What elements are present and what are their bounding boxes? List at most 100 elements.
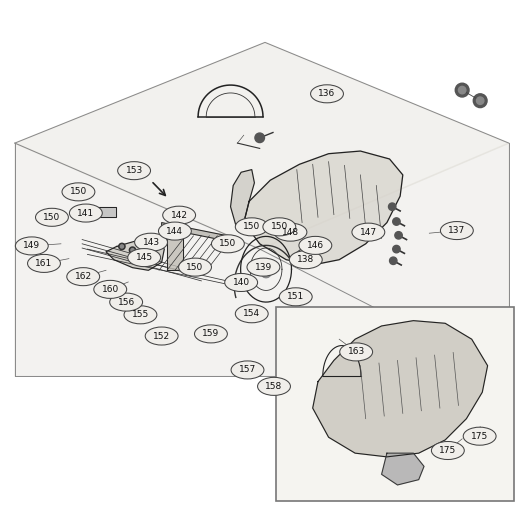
Ellipse shape <box>235 305 268 323</box>
Circle shape <box>144 252 147 255</box>
Text: 175: 175 <box>471 432 488 440</box>
Circle shape <box>255 133 264 143</box>
Polygon shape <box>15 42 509 249</box>
Circle shape <box>147 243 153 249</box>
Text: 150: 150 <box>187 263 204 271</box>
Text: 154: 154 <box>243 310 260 318</box>
Ellipse shape <box>311 85 343 103</box>
Circle shape <box>393 245 400 253</box>
Text: 163: 163 <box>348 348 365 356</box>
Ellipse shape <box>15 237 48 255</box>
Polygon shape <box>260 261 272 278</box>
Ellipse shape <box>69 204 102 222</box>
Circle shape <box>476 97 484 104</box>
Text: 157: 157 <box>239 366 256 374</box>
Text: 155: 155 <box>132 311 149 319</box>
Ellipse shape <box>431 441 464 460</box>
Ellipse shape <box>145 327 178 345</box>
Text: 140: 140 <box>233 278 250 287</box>
Polygon shape <box>93 207 116 217</box>
Text: 147: 147 <box>360 228 377 236</box>
Circle shape <box>142 250 148 257</box>
Ellipse shape <box>67 268 100 286</box>
Text: 150: 150 <box>243 223 260 231</box>
Ellipse shape <box>110 293 143 311</box>
Polygon shape <box>106 236 164 270</box>
Ellipse shape <box>258 377 290 395</box>
Ellipse shape <box>299 236 332 254</box>
Text: 139: 139 <box>255 263 272 271</box>
Circle shape <box>393 218 400 225</box>
Ellipse shape <box>195 325 227 343</box>
Ellipse shape <box>440 222 473 240</box>
Text: 150: 150 <box>43 213 60 222</box>
Circle shape <box>120 245 123 248</box>
Text: 159: 159 <box>202 330 219 338</box>
Ellipse shape <box>28 254 60 272</box>
Bar <box>276 307 514 501</box>
Text: 138: 138 <box>297 255 314 264</box>
Circle shape <box>458 86 466 94</box>
Ellipse shape <box>274 223 307 241</box>
Circle shape <box>395 232 402 239</box>
Ellipse shape <box>235 218 268 236</box>
Text: 136: 136 <box>319 90 335 98</box>
Text: 150: 150 <box>219 240 236 248</box>
Ellipse shape <box>463 427 496 445</box>
Ellipse shape <box>340 343 373 361</box>
Ellipse shape <box>124 306 157 324</box>
Text: 161: 161 <box>36 259 52 268</box>
Circle shape <box>455 83 469 97</box>
Ellipse shape <box>118 162 151 180</box>
Polygon shape <box>244 151 403 265</box>
Circle shape <box>390 257 397 264</box>
Polygon shape <box>294 246 307 260</box>
Text: 150: 150 <box>70 188 87 196</box>
Text: 158: 158 <box>266 382 282 391</box>
Ellipse shape <box>225 273 258 292</box>
Ellipse shape <box>36 208 68 226</box>
Text: 148: 148 <box>282 228 299 236</box>
Ellipse shape <box>163 206 196 224</box>
Ellipse shape <box>279 288 312 306</box>
Text: 141: 141 <box>77 209 94 217</box>
Text: 145: 145 <box>136 253 153 262</box>
Ellipse shape <box>289 251 322 269</box>
Text: 146: 146 <box>307 241 324 250</box>
Text: 156: 156 <box>118 298 135 306</box>
Circle shape <box>388 203 396 210</box>
Circle shape <box>137 242 140 245</box>
Text: 175: 175 <box>439 446 456 455</box>
Text: 152: 152 <box>153 332 170 340</box>
Ellipse shape <box>128 249 161 267</box>
Polygon shape <box>15 143 509 376</box>
Text: 160: 160 <box>102 285 119 294</box>
Ellipse shape <box>352 223 385 241</box>
Text: 153: 153 <box>126 166 143 175</box>
Text: 149: 149 <box>23 242 40 250</box>
Ellipse shape <box>263 218 296 236</box>
Circle shape <box>473 94 487 108</box>
Polygon shape <box>162 223 228 241</box>
Ellipse shape <box>62 183 95 201</box>
Circle shape <box>119 243 125 250</box>
Polygon shape <box>382 453 424 485</box>
Ellipse shape <box>135 233 167 251</box>
Ellipse shape <box>247 258 280 276</box>
Text: 144: 144 <box>166 227 183 235</box>
Ellipse shape <box>231 361 264 379</box>
Polygon shape <box>167 228 183 270</box>
Text: 162: 162 <box>75 272 92 281</box>
Polygon shape <box>231 170 254 225</box>
Text: 143: 143 <box>143 238 160 246</box>
Ellipse shape <box>211 235 244 253</box>
Ellipse shape <box>158 222 191 240</box>
Circle shape <box>136 241 142 247</box>
Circle shape <box>129 247 136 253</box>
Circle shape <box>131 249 134 252</box>
Text: 151: 151 <box>287 293 304 301</box>
Polygon shape <box>313 321 488 457</box>
Text: 142: 142 <box>171 211 188 219</box>
Text: 137: 137 <box>448 226 465 235</box>
Circle shape <box>148 244 152 248</box>
